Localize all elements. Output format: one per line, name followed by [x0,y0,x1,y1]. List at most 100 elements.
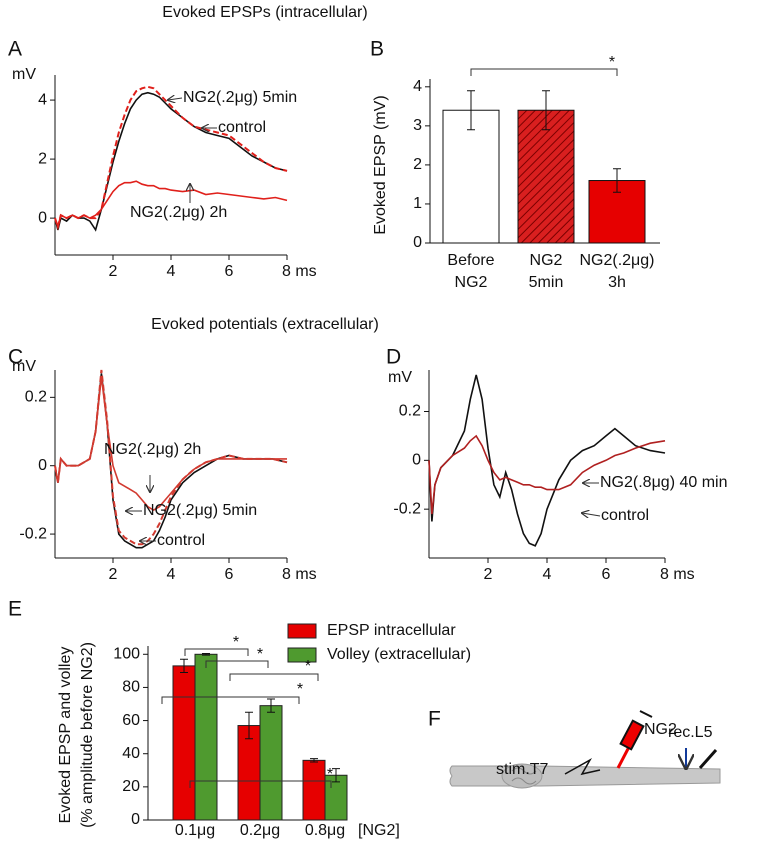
annotation: NG2(.8μg) 40 min [600,474,727,491]
x-tick-label: 2 [109,566,118,583]
y-axis-label: mV [388,369,412,386]
brain-folds [511,767,537,785]
diagram-label: rec.L5 [668,724,713,741]
y-tick-label: 0 [413,234,422,251]
y-tick-label: 2 [38,150,47,167]
y-tick-label: 4 [38,91,47,108]
x-tick-label: Before [447,252,494,269]
y-tick-label: 1 [413,195,422,212]
trace [428,374,666,547]
section-title: Evoked EPSPs (intracellular) [162,4,367,21]
diagram-label: stim.T7 [496,761,549,778]
trace [428,434,666,515]
bar [302,759,326,821]
legend-label: EPSP intracellular [327,622,456,639]
section-title: Evoked potentials (extracellular) [151,316,379,333]
x-tick-label: 6 [602,566,611,583]
error-bar [332,768,340,783]
y-axis-label: Evoked EPSP (mV) [372,95,389,234]
y-tick-label: -0.2 [19,525,47,542]
significance-star: * [305,658,311,675]
y-tick-label: 2 [413,156,422,173]
x-tick-label: 2 [484,566,493,583]
y-tick-label: 4 [413,78,422,95]
significance-bracket [470,68,618,76]
significance-star: * [233,634,239,651]
bar [259,705,283,821]
diagram-label: NG2 [644,721,677,738]
y-tick-label: 0 [412,452,421,469]
y-tick-label: 100 [113,646,140,663]
annotation: NG2(.2μg) 5min [143,502,257,519]
significance-bracket [189,780,332,788]
bar [237,725,261,821]
legend-swatch [287,623,317,639]
trace [54,376,287,512]
x-tick-label: 0.2μg [240,822,280,839]
y-axis-label: mV [12,66,36,83]
x-tick-label: 8 ms [282,263,317,280]
x-tick-label: NG2 [530,252,563,269]
error-bar [267,698,275,713]
y-tick-label: -0.2 [393,500,421,517]
panel-label: B [370,38,384,61]
significance-star: * [609,54,615,71]
syringe [619,719,645,751]
x-tick-label: 8 ms [282,566,317,583]
bar [194,653,218,821]
annotation: NG2(.2μg) 2h [104,441,201,458]
legend-label: Volley (extracellular) [327,646,471,663]
x-tick-label: 2 [109,263,118,280]
x-tick-label: 4 [167,263,176,280]
x-tick-label: 6 [225,566,234,583]
panel-label: F [428,708,441,731]
panel-label: A [8,38,22,61]
annotation: control [601,507,649,524]
bar [172,665,196,821]
y-tick-label: 0 [38,457,47,474]
significance-star: * [257,646,263,663]
y-tick-label: 0.2 [25,389,47,406]
annotation: control [218,119,266,136]
x-tick-label: 0.8μg [305,822,345,839]
trace [54,180,288,230]
error-bar [180,658,188,674]
x-tick-label: 4 [543,566,552,583]
y-tick-label: 40 [122,745,140,762]
panel-f: F NG2 stim.T7 rec.L5 [428,708,721,789]
significance-bracket [184,648,249,656]
significance-bracket [205,660,269,668]
annotation-arrow [168,98,183,100]
significance-bracket [229,673,319,681]
error-bar [245,711,253,740]
y-tick-label: 0.2 [399,403,421,420]
x-tick-label: 4 [167,566,176,583]
error-bar [613,168,621,193]
error-bar [202,652,210,656]
significance-bracket [161,696,300,704]
y-axis-label: (% amplitude before NG2) [79,642,96,828]
brain [501,763,543,789]
x-tick-label: 6 [225,263,234,280]
panel-label: C [8,346,23,369]
trace [54,85,288,231]
x-tick-label: NG2(.2μg) [579,252,654,269]
y-tick-label: 3 [413,117,422,134]
stim-arrow [564,758,601,776]
error-bar [542,90,550,131]
x-tick-label: 3h [608,274,626,291]
rec-arrow [698,749,718,769]
annotation: NG2(.2μg) 2h [130,204,227,221]
y-axis-label: mV [12,358,36,375]
y-axis-label: Evoked EPSP and volley [57,647,74,824]
annotation: control [157,532,205,549]
y-tick-label: 80 [122,679,140,696]
significance-star: * [297,681,303,698]
y-tick-label: 20 [122,778,140,795]
annotation: NG2(.2μg) 5min [183,89,297,106]
significance-star: * [327,766,333,783]
plunger [639,710,653,718]
x-axis-label: [NG2] [358,822,400,839]
error-bar [467,90,475,131]
x-tick-label: NG2 [455,274,488,291]
